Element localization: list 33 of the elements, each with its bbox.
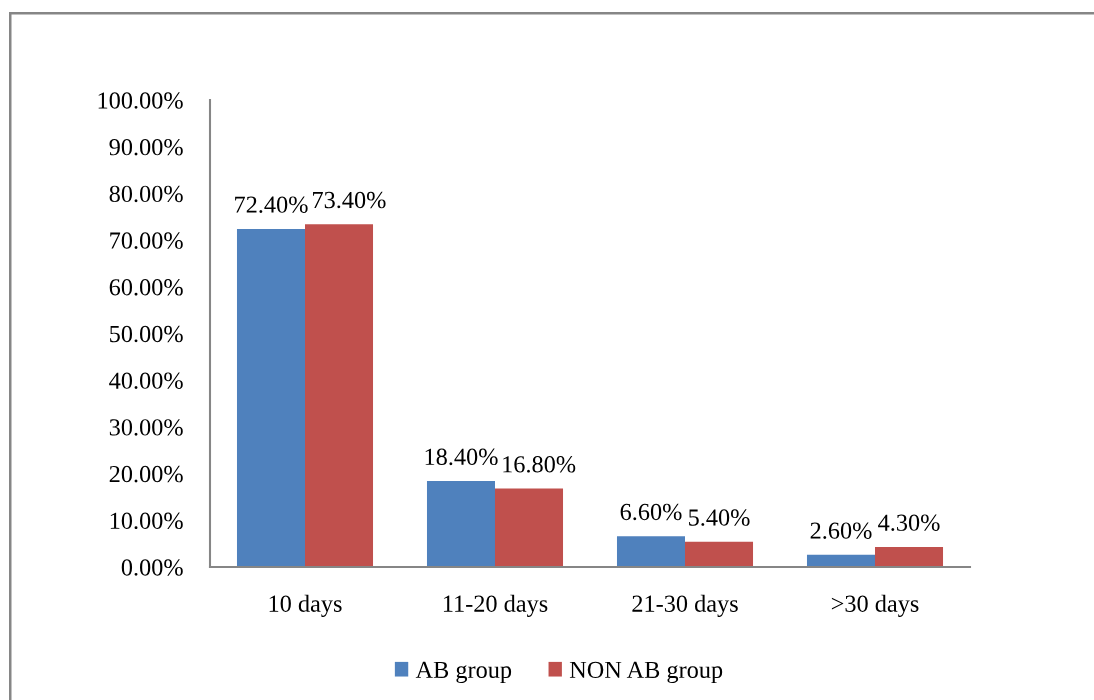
y-tick-label: 60.00% (109, 279, 183, 296)
data-label: 72.40% (235, 196, 308, 213)
y-tick-label: 30.00% (109, 419, 183, 436)
bar (495, 488, 564, 567)
data-label: 6.60% (620, 503, 682, 521)
legend-label: AB group (415, 661, 512, 684)
x-tick-label: 11-20 days (443, 594, 548, 617)
data-label: 16.80% (503, 456, 576, 473)
x-tick-label: 10 days (269, 594, 342, 617)
bar (305, 224, 374, 567)
bar (426, 481, 495, 567)
y-tick-label: 0.00% (121, 559, 183, 576)
x-tick-label: >30 days (831, 594, 919, 617)
y-tick-label: 80.00% (109, 185, 183, 203)
y-tick-label: 70.00% (110, 232, 183, 249)
data-label: 2.60% (810, 522, 872, 539)
bar (875, 546, 944, 567)
data-label: 4.30% (878, 514, 940, 531)
bar (616, 536, 685, 567)
bar (236, 228, 305, 567)
y-tick-label: 20.00% (109, 465, 183, 483)
data-label: 73.40% (313, 191, 386, 209)
y-tick-label: 40.00% (109, 372, 183, 389)
bar (685, 541, 754, 567)
legend-label: NON AB group (569, 661, 723, 684)
y-tick-label: 50.00% (110, 325, 183, 343)
y-tick-label: 10.00% (110, 512, 183, 530)
data-label: 5.40% (689, 509, 750, 526)
data-label: 18.40% (425, 448, 498, 466)
y-tick-label: 100.00% (98, 92, 183, 109)
bar (806, 554, 875, 567)
x-tick-label: 21-30 days (632, 594, 738, 617)
y-tick-label: 90.00% (109, 138, 183, 156)
